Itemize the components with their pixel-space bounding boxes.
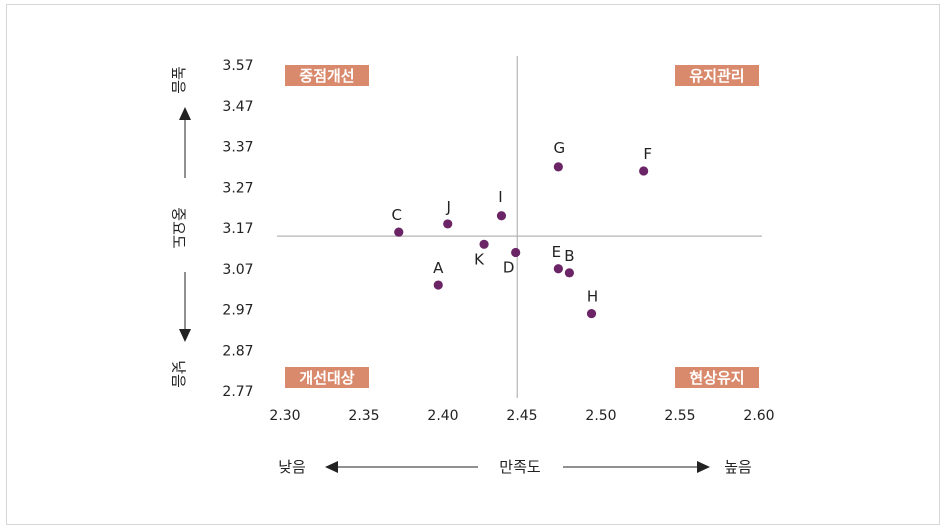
quadrant-label-background	[285, 65, 369, 86]
quadrant-label-background	[285, 367, 369, 388]
quadrant-label-text: 유지관리	[689, 67, 744, 85]
data-point-marker	[433, 280, 443, 290]
quadrant-label-bottom-right: 현상유지	[675, 367, 759, 388]
data-point-f: F	[639, 145, 652, 176]
data-point-label: I	[498, 188, 502, 206]
quadrant-label-text: 중점개선	[299, 67, 354, 85]
quadrant-label-top-right: 유지관리	[675, 65, 759, 86]
data-point-h: H	[587, 288, 598, 319]
data-point-label: B	[564, 247, 574, 265]
y-tick-label: 3.07	[222, 262, 253, 278]
y-tick-label: 3.27	[222, 180, 253, 196]
data-point-label: G	[554, 139, 566, 157]
data-point-marker	[394, 227, 404, 237]
x-axis-right-arrow-icon	[697, 461, 710, 473]
y-tick-label: 3.57	[222, 58, 253, 74]
data-point-marker	[479, 239, 489, 249]
data-point-marker	[586, 308, 597, 319]
y-tick-label: 3.47	[222, 99, 253, 115]
y-axis-low-label: 낮음	[170, 360, 188, 388]
x-tick-label: 2.55	[664, 408, 695, 424]
quadrant-label-background	[675, 65, 759, 86]
x-tick-label: 2.50	[585, 408, 616, 424]
data-point-g: G	[553, 139, 566, 172]
data-point-marker	[553, 162, 563, 172]
x-tick-label: 2.40	[427, 408, 458, 424]
data-point-marker	[639, 166, 649, 176]
y-tick-label: 2.87	[222, 343, 253, 359]
data-point-label: C	[392, 206, 402, 224]
x-axis-caption: 낮음 만족도 높음	[278, 458, 752, 476]
data-point-a: A	[433, 259, 444, 290]
data-point-label: H	[587, 288, 598, 306]
y-axis-up-arrow-icon	[179, 107, 191, 120]
data-point-marker	[511, 247, 521, 258]
data-point-marker	[564, 268, 575, 278]
data-points: A B C D E F G H I J K	[392, 139, 652, 319]
data-point-marker	[443, 219, 453, 229]
data-point-j: J	[443, 198, 453, 229]
data-point-marker	[496, 211, 507, 221]
y-tick-label: 2.97	[222, 303, 253, 319]
data-point-b: B	[564, 247, 575, 278]
y-axis-high-label: 높음	[170, 66, 188, 94]
data-point-marker	[553, 264, 563, 274]
data-point-label: J	[446, 198, 451, 216]
x-axis-left-arrow-icon	[325, 461, 338, 473]
y-tick-label: 2.77	[222, 384, 253, 400]
y-axis-caption: 높음 중요도 낮음	[170, 66, 191, 388]
quadrant-label-top-left: 중점개선	[285, 65, 369, 86]
data-point-label: E	[552, 243, 561, 261]
x-tick-label: 2.45	[506, 408, 537, 424]
x-tick-label: 2.30	[269, 408, 300, 424]
y-tick-label: 3.17	[222, 221, 253, 237]
x-axis-high-label: 높음	[724, 458, 752, 476]
y-tick-labels: 3.57 3.47 3.37 3.27 3.17 3.07 2.97 2.87 2.77	[222, 58, 253, 400]
quadrant-label-bottom-left: 개선대상	[285, 367, 369, 388]
data-point-label: K	[474, 250, 485, 268]
x-tick-label: 2.60	[743, 408, 774, 424]
chart-frame	[6, 4, 940, 525]
x-tick-label: 2.35	[348, 408, 379, 424]
y-tick-label: 3.37	[222, 140, 253, 156]
quadrant-label-background	[675, 367, 759, 388]
data-point-label: F	[643, 145, 652, 163]
quadrant-label-text: 개선대상	[299, 369, 354, 387]
y-axis-down-arrow-icon	[179, 329, 191, 342]
x-axis-low-label: 낮음	[278, 458, 306, 476]
data-point-i: I	[496, 188, 507, 221]
x-tick-labels: 2.30 2.35 2.40 2.45 2.50 2.55 2.60	[269, 408, 774, 424]
data-point-k: K	[474, 239, 489, 268]
x-axis-title: 만족도	[499, 458, 541, 476]
data-point-label: D	[503, 258, 515, 276]
data-point-label: A	[433, 259, 444, 277]
y-axis-title: 중요도	[170, 207, 188, 249]
data-point-c: C	[392, 206, 404, 237]
quadrant-label-text: 현상유지	[689, 369, 744, 387]
data-point-e: E	[552, 243, 563, 274]
data-point-d: D	[503, 247, 521, 276]
